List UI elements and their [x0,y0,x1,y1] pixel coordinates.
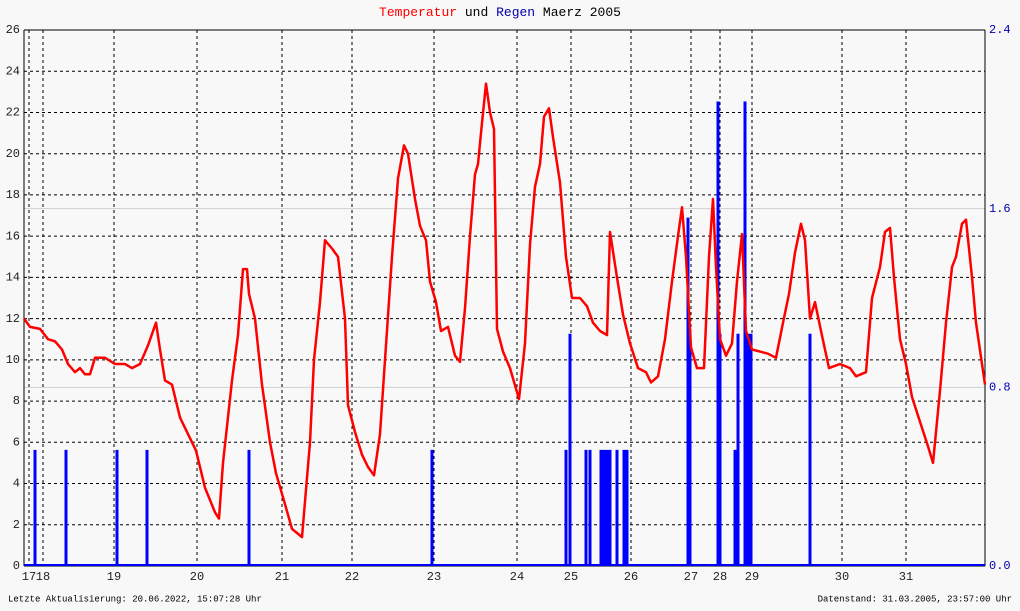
x-tick-label: 22 [345,570,359,584]
rain-bar [716,101,720,566]
title-joiner: und [465,5,488,20]
title-temperature: Temperatur [379,5,457,20]
x-tick-label: 24 [510,570,524,584]
rain-bar [688,333,692,566]
y-tick-label: 10 [6,353,20,367]
rain-bar [749,333,753,566]
rain-bar [746,333,750,566]
y-tick-label: 2 [13,518,20,532]
rain-bar [145,449,149,566]
rain-bar [430,449,434,566]
rain-bar [588,449,592,566]
rain-bar [64,449,68,566]
rain-bar [584,449,588,566]
x-tick-label: 19 [107,570,121,584]
temperature-line [22,82,987,539]
y-tick-label: 16 [6,229,20,243]
rain-bar [743,101,747,566]
rain-bar [808,333,812,566]
title-suffix: Maerz 2005 [543,5,621,20]
y2-tick-label: 1.6 [989,202,1011,216]
y-tick-label: 8 [13,394,20,408]
rain-bar [568,333,572,566]
y2-tick-label: 0.8 [989,381,1011,395]
x-tick-label: 26 [624,570,638,584]
x-tick-label: 28 [713,570,727,584]
plot-area [24,30,985,566]
y-tick-label: 22 [6,106,20,120]
rain-bar [564,449,568,566]
x-tick-label: 18 [36,570,50,584]
x-tick-label: 21 [275,570,289,584]
rain-bar [686,217,690,566]
y-tick-label: 6 [13,435,20,449]
x-tick-label: 17 [22,570,36,584]
y-tick-label: 20 [6,147,20,161]
y-tick-label: 24 [6,64,20,78]
rain-bar [625,449,629,566]
rain-bar [599,449,603,566]
x-tick-label: 27 [684,570,698,584]
x-tick-label: 25 [564,570,578,584]
title-rain: Regen [496,5,535,20]
y-tick-label: 12 [6,312,20,326]
y-tick-label: 14 [6,271,20,285]
rain-bar [605,449,609,566]
rain-bar [733,449,737,566]
rain-bar [718,333,722,566]
x-tick-label: 29 [745,570,759,584]
rain-bar [615,449,619,566]
y2-tick-label: 2.4 [989,23,1011,37]
x-tick-label: 20 [190,570,204,584]
y-tick-label: 26 [6,23,20,37]
rain-bar [247,449,251,566]
y-tick-label: 0 [13,559,20,573]
x-tick-label: 23 [427,570,441,584]
y-tick-label: 18 [6,188,20,202]
rain-bar [622,449,626,566]
rain-bar [115,449,119,566]
chart-title: Temperatur und Regen Maerz 2005 [379,5,621,20]
footer-left: Letzte Aktualisierung: 20.06.2022, 15:07… [8,594,262,604]
y2-tick-label: 0.0 [989,559,1011,573]
x-tick-label: 31 [899,570,913,584]
y-tick-label: 4 [13,477,20,491]
rain-bar [736,333,740,566]
footer-right: Datenstand: 31.03.2005, 23:57:00 Uhr [818,594,1012,604]
rain-bar [33,449,37,566]
rain-bar [608,449,612,566]
rain-bar [602,449,606,566]
x-tick-label: 30 [835,570,849,584]
